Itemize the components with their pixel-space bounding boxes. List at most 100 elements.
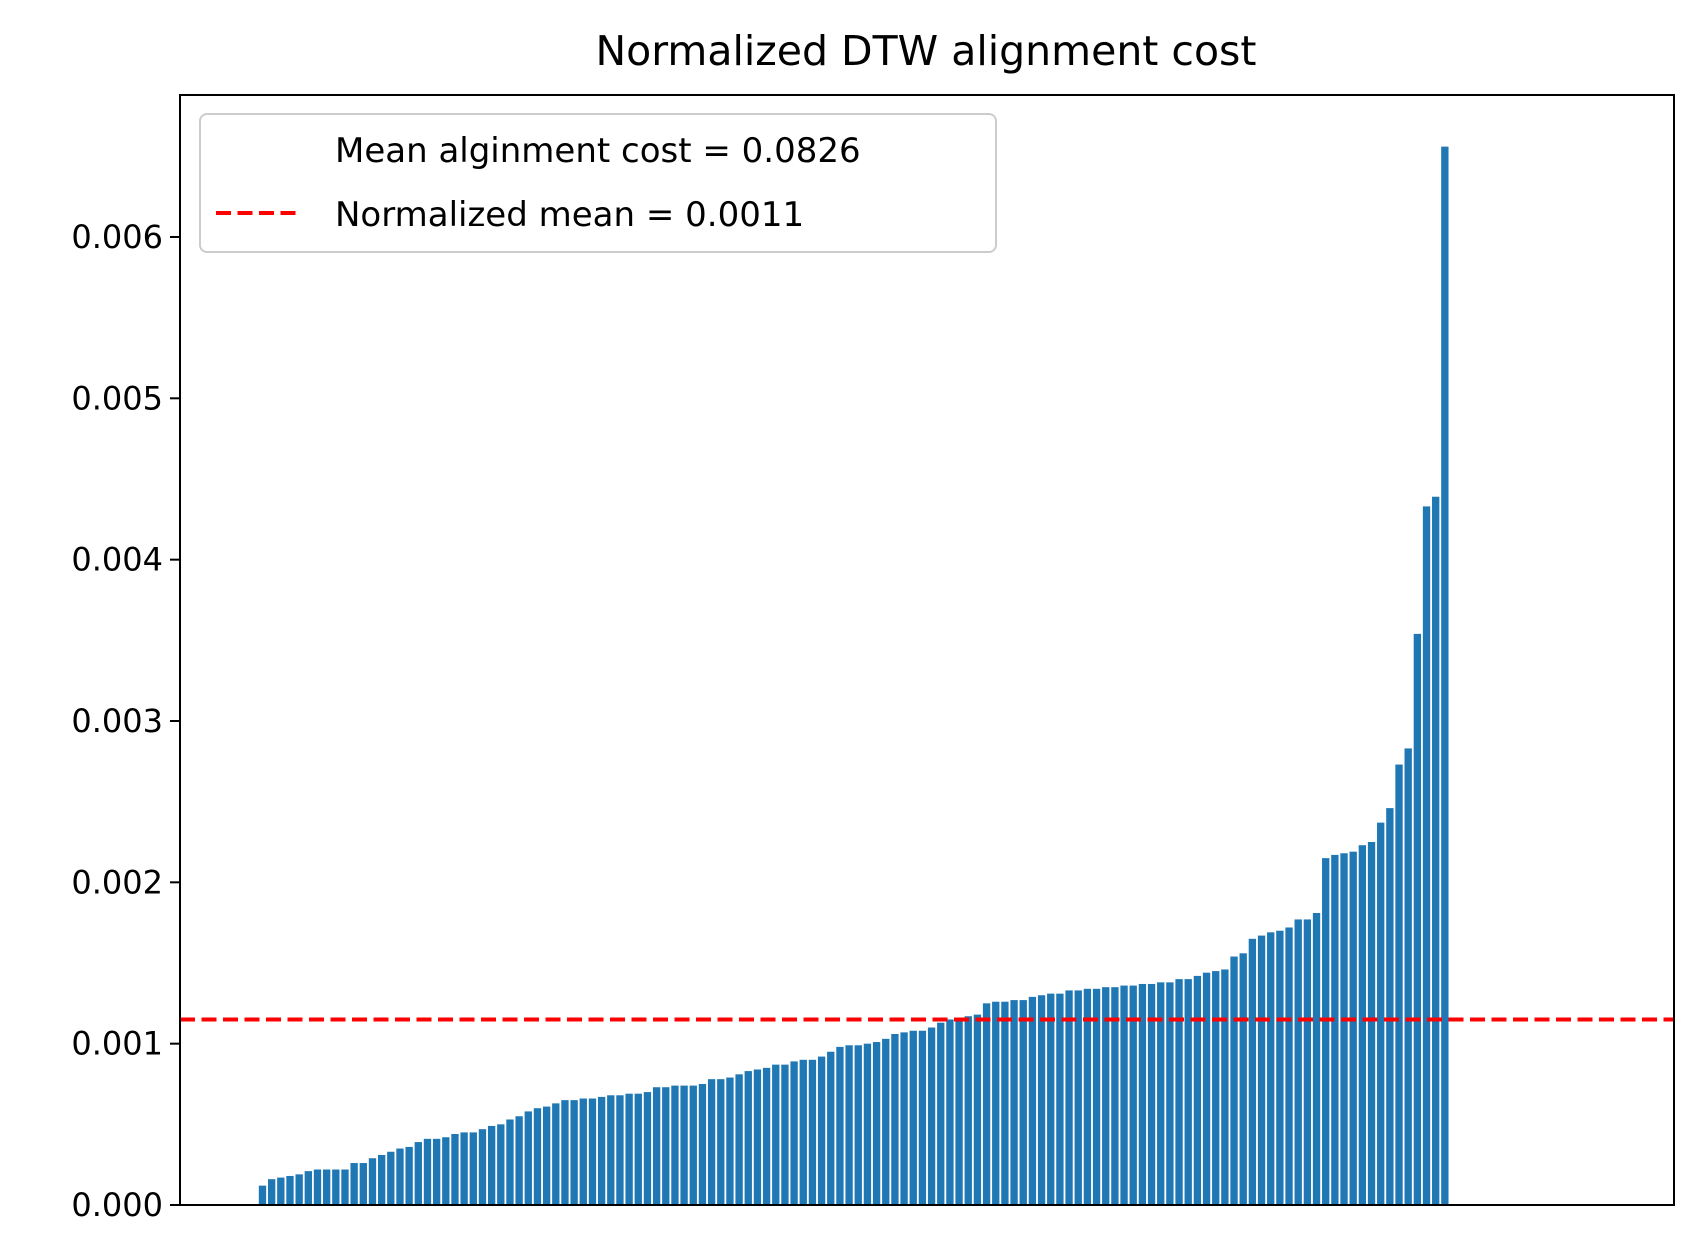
bar-32 [552,1103,560,1205]
bar-115 [1312,912,1321,1205]
bar-28 [515,1116,523,1205]
bar-77 [964,1016,972,1205]
bar-4 [295,1174,303,1205]
legend-entry-mean-cost: Mean alginment cost = 0.0826 [335,131,861,171]
bar-62 [827,1051,835,1205]
y-axis: 0.000 0.001 0.002 0.003 0.004 0.005 0.006 [71,218,180,1224]
bar-65 [854,1045,862,1205]
bar-2 [277,1177,285,1205]
bar-104 [1212,971,1220,1205]
bar-75 [946,1019,954,1205]
bar-79 [982,1003,991,1205]
bar-45 [671,1085,679,1205]
bar-101 [1184,979,1192,1205]
bar-114 [1303,919,1312,1205]
bar-128 [1432,496,1440,1206]
bar-81 [1001,1001,1009,1205]
bar-122 [1377,822,1385,1205]
legend-entry-normalized-mean: Normalized mean = 0.0011 [335,195,804,235]
bar-0 [258,1185,267,1205]
bar-106 [1230,956,1238,1205]
y-tick-label-4: 0.004 [71,541,163,579]
bar-41 [634,1093,642,1205]
bar-18 [423,1138,432,1205]
chart-title: Normalized DTW alignment cost [596,27,1257,75]
bar-108 [1248,938,1257,1205]
bar-85 [1037,995,1046,1205]
bar-50 [717,1079,725,1205]
bar-80 [992,1001,1000,1205]
bar-5 [304,1171,312,1205]
bar-33 [561,1100,569,1205]
bar-36 [588,1098,597,1205]
bar-15 [396,1148,404,1205]
bar-54 [753,1069,762,1205]
bar-57 [781,1064,789,1205]
bar-12 [368,1158,377,1205]
bar-37 [597,1096,606,1205]
bar-70 [900,1032,908,1205]
bar-93 [1111,987,1119,1205]
bar-84 [1028,996,1037,1206]
bar-24 [478,1129,487,1205]
bar-73 [927,1027,936,1205]
bar-74 [937,1022,945,1205]
bar-100 [1175,979,1183,1205]
bar-78 [973,1014,982,1205]
bar-90 [1083,988,1092,1205]
plot-frame [179,94,1675,1206]
bar-107 [1239,953,1247,1205]
bar-43 [652,1087,661,1205]
bar-27 [506,1119,514,1205]
bar-49 [707,1079,716,1205]
bar-56 [772,1064,780,1205]
bar-129 [1441,146,1449,1205]
bar-3 [286,1175,294,1205]
bar-34 [570,1100,578,1205]
bar-48 [698,1084,707,1205]
bar-44 [662,1087,670,1205]
bar-116 [1322,858,1330,1206]
bar-19 [432,1138,441,1205]
bar-110 [1267,932,1275,1205]
bar-87 [1056,993,1064,1205]
bar-82 [1010,1000,1018,1205]
bar-66 [863,1043,872,1205]
bar-46 [680,1085,688,1205]
bar-59 [799,1059,807,1205]
y-tick-label-1: 0.001 [71,1025,163,1063]
bar-39 [616,1095,624,1205]
bar-51 [726,1077,734,1205]
bar-35 [579,1098,587,1205]
bar-7 [322,1169,331,1205]
bar-112 [1285,927,1293,1205]
bars [258,146,1449,1206]
y-tick-label-2: 0.002 [71,863,163,901]
bar-23 [469,1132,477,1205]
bar-113 [1294,919,1302,1205]
bar-91 [1092,988,1101,1205]
y-tick-label-3: 0.003 [71,702,163,740]
bar-71 [909,1030,917,1205]
bar-53 [744,1071,752,1205]
bar-83 [1019,1000,1027,1205]
bar-69 [891,1033,899,1205]
legend: Mean alginment cost = 0.0826 Normalized … [199,113,997,253]
y-tick-label-6: 0.006 [71,218,163,256]
bar-127 [1422,506,1431,1205]
bar-47 [689,1085,697,1205]
bar-26 [497,1124,505,1205]
bar-96 [1138,983,1147,1205]
bar-64 [845,1045,853,1205]
bar-95 [1129,985,1137,1205]
bar-76 [955,1017,963,1205]
bar-8 [332,1169,340,1205]
bar-89 [1074,990,1082,1205]
bar-109 [1257,935,1266,1205]
bar-105 [1221,969,1229,1205]
bar-6 [313,1169,322,1205]
bar-118 [1340,853,1348,1205]
y-tick-label-5: 0.005 [71,379,163,417]
bar-29 [524,1111,532,1205]
bar-123 [1386,808,1394,1205]
